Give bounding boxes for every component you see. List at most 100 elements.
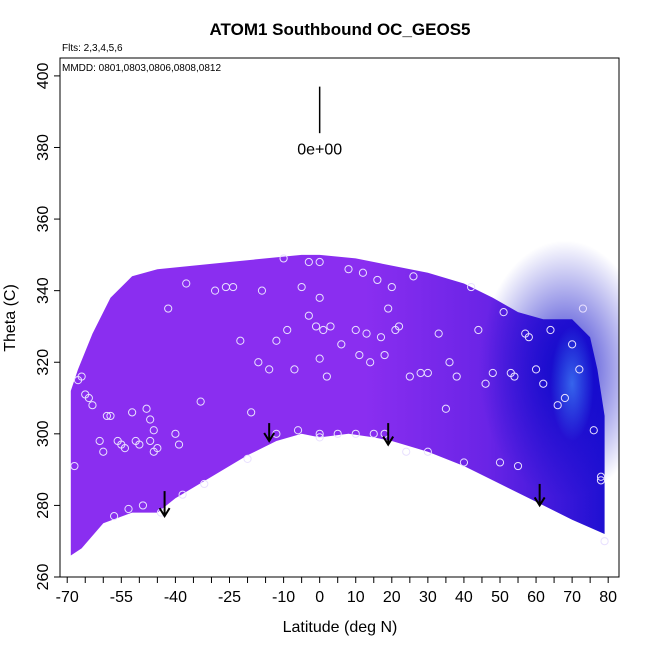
y-tick-label: 380 xyxy=(35,134,52,161)
descent-arrows xyxy=(158,423,546,519)
observation-point xyxy=(149,426,158,435)
y-tick-label: 320 xyxy=(35,349,52,376)
observation-point xyxy=(394,322,404,331)
observation-point xyxy=(387,282,396,292)
observation-point xyxy=(265,365,274,374)
flights-note: Flts: 2,3,4,5,6 xyxy=(62,43,123,54)
arrow-head xyxy=(263,432,276,443)
observation-point xyxy=(369,429,378,438)
observation-point xyxy=(452,372,461,381)
observation-point xyxy=(210,286,220,295)
observation-point xyxy=(279,254,288,263)
observation-point xyxy=(319,325,328,335)
observation-point xyxy=(135,440,144,449)
observation-point xyxy=(355,350,364,360)
scale-label: 0e+00 xyxy=(297,142,342,159)
x-tick-label: 60 xyxy=(527,589,545,606)
x-tick-label: -55 xyxy=(110,589,133,606)
x-tick-label: 80 xyxy=(599,589,617,606)
observation-point xyxy=(513,461,523,471)
observation-point xyxy=(272,336,281,345)
y-tick-label: 340 xyxy=(35,277,52,304)
y-tick-label: 300 xyxy=(35,420,52,447)
x-tick-label: -70 xyxy=(56,589,79,606)
observation-point xyxy=(380,350,389,360)
observation-point xyxy=(596,472,606,481)
observation-point xyxy=(229,282,238,292)
observation-point xyxy=(84,393,93,403)
observation-point xyxy=(315,257,324,267)
observation-point xyxy=(290,365,299,374)
observation-point xyxy=(178,490,187,499)
observation-point xyxy=(376,333,386,342)
observation-point xyxy=(254,358,263,367)
dates-note: MMDD: 0801,0803,0806,0808,0812 xyxy=(62,63,221,74)
observation-point xyxy=(405,372,414,381)
observation-point xyxy=(124,504,133,514)
observation-point xyxy=(467,282,476,292)
observation-point xyxy=(95,436,104,446)
observation-point xyxy=(322,372,331,381)
arrow-head xyxy=(158,507,171,519)
observation-point xyxy=(88,401,97,410)
observation-point xyxy=(499,308,508,317)
observation-points xyxy=(70,254,609,546)
observation-point xyxy=(596,476,606,485)
observation-point xyxy=(575,365,584,374)
descent-arrow xyxy=(382,423,395,447)
chart-title: ATOM1 Southbound OC_GEOS5 xyxy=(210,20,471,39)
observation-point xyxy=(171,429,180,438)
observation-point xyxy=(423,447,432,456)
arrow-head xyxy=(533,496,546,508)
x-tick-label: 70 xyxy=(563,589,581,606)
observation-point xyxy=(553,401,562,410)
observation-point xyxy=(441,404,450,413)
y-axis: 260 280 300 320 340 360 380 400 xyxy=(35,62,60,590)
descent-arrow xyxy=(158,491,171,519)
x-tick-label: -40 xyxy=(164,589,187,606)
observation-point xyxy=(128,408,137,417)
x-axis: -70 -55 -40 -25 -10 0 10 20 30 40 50 60 70 80 xyxy=(56,577,617,606)
observation-point xyxy=(304,257,313,267)
observation-point xyxy=(102,411,111,421)
observation-point xyxy=(488,368,497,378)
y-tick-label: 400 xyxy=(35,62,52,89)
plot-area xyxy=(70,86,619,556)
observation-point xyxy=(578,304,588,313)
observation-point xyxy=(539,379,548,388)
observation-point xyxy=(304,311,313,320)
observation-point xyxy=(164,304,173,313)
observation-point xyxy=(474,325,483,335)
observation-point xyxy=(200,479,209,489)
observation-point xyxy=(531,365,541,374)
observation-point xyxy=(257,286,267,295)
observation-point xyxy=(333,429,342,438)
observation-point xyxy=(283,325,292,335)
descent-arrow xyxy=(533,483,546,508)
observation-point xyxy=(106,411,115,421)
observation-point xyxy=(495,458,505,467)
observation-point xyxy=(315,354,324,363)
x-tick-label: 0 xyxy=(315,589,324,606)
x-tick-label: 50 xyxy=(491,589,509,606)
observation-point xyxy=(109,512,119,521)
observation-point xyxy=(315,429,324,438)
observation-point xyxy=(402,447,411,456)
descent-arrow xyxy=(263,423,276,443)
observation-point xyxy=(326,322,335,331)
x-tick-label: -25 xyxy=(218,589,241,606)
observation-point xyxy=(70,461,79,471)
observation-point xyxy=(373,275,382,285)
observation-point xyxy=(247,408,256,417)
x-tick-label: 10 xyxy=(347,589,365,606)
observation-point xyxy=(546,325,555,335)
observation-point xyxy=(146,436,155,446)
observation-point xyxy=(560,393,570,403)
arrow-head xyxy=(382,436,395,447)
observation-point xyxy=(297,282,306,292)
observation-point xyxy=(311,322,321,331)
observation-point xyxy=(600,537,609,546)
x-tick-label: -10 xyxy=(272,589,295,606)
observation-point xyxy=(315,433,324,442)
